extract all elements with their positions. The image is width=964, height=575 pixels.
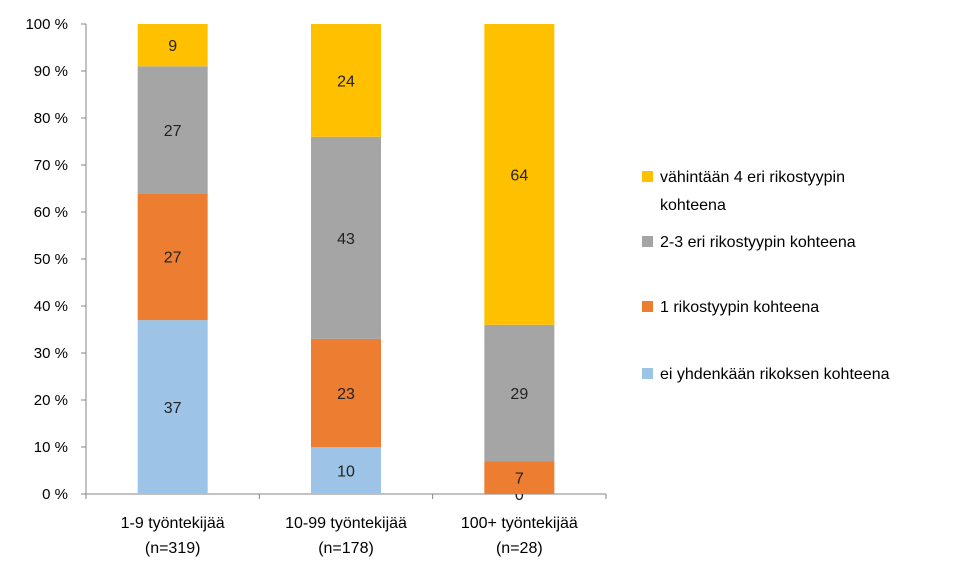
- legend-swatch: [642, 301, 653, 312]
- data-label: 29: [510, 386, 528, 403]
- x-category-label: 10-99 työntekijää: [285, 515, 407, 532]
- legend-swatch: [642, 368, 653, 379]
- bar-segment: [311, 24, 381, 137]
- x-category-label: (n=319): [145, 540, 201, 557]
- bar-segment: [137, 24, 208, 67]
- y-tick-label: 10 %: [34, 439, 68, 456]
- y-tick-label: 50 %: [34, 251, 68, 268]
- bar-segment: [484, 461, 555, 494]
- data-label: 24: [337, 73, 355, 90]
- bar-segment: [311, 136, 381, 339]
- x-category-label: 1-9 työntekijää: [121, 515, 225, 532]
- legend-swatch: [642, 236, 653, 247]
- axes: 0 % 10 % 20 % 30 % 40 % 50 % 60 % 70 % 80 % 90 % 1…: [25, 16, 607, 557]
- y-tick-label: 100 %: [25, 16, 68, 33]
- y-tick-label: 30 %: [34, 345, 68, 362]
- legend-label: vähintään 4 eri rikostyypin: [660, 169, 845, 186]
- bar-segment: [137, 193, 208, 321]
- data-label: 43: [337, 231, 355, 248]
- data-label: 0: [515, 487, 524, 504]
- data-label: 9: [168, 38, 177, 55]
- data-label: 37: [164, 400, 182, 417]
- y-tick-label: 0 %: [42, 486, 68, 503]
- bar-segment: [484, 324, 555, 462]
- legend-swatch: [642, 171, 653, 182]
- legend-label: ei yhdenkään rikoksen kohteena: [660, 366, 890, 383]
- data-label: 7: [515, 471, 524, 488]
- bar-segment: [311, 338, 381, 447]
- x-category-label: (n=28): [496, 540, 543, 557]
- y-tick-label: 40 %: [34, 298, 68, 315]
- bar-segment: [137, 320, 208, 494]
- legend-label: 1 rikostyypin kohteena: [660, 299, 819, 316]
- bar-segment: [311, 447, 381, 494]
- legend-label: kohteena: [660, 197, 726, 214]
- data-label: 10: [337, 464, 355, 481]
- data-label: 27: [164, 123, 182, 140]
- legend: vähintään 4 eri rikostyypin kohteena 2-3 e…: [642, 169, 890, 383]
- y-tick-label: 70 %: [34, 157, 68, 174]
- y-tick-label: 60 %: [34, 204, 68, 221]
- data-label: 27: [164, 250, 182, 267]
- bars: 37 27 27 9 10 23 43 24 07 29 64: [137, 24, 555, 504]
- data-label: 64: [510, 167, 528, 184]
- data-label: 23: [337, 386, 355, 403]
- y-tick-label: 90 %: [34, 63, 68, 80]
- legend-label: 2-3 eri rikostyypin kohteena: [660, 234, 856, 251]
- y-tick-label: 80 %: [34, 110, 68, 127]
- bar-segment: [137, 66, 208, 194]
- x-category-label: (n=178): [318, 540, 374, 557]
- x-category-label: 100+ työntekijää: [461, 515, 578, 532]
- y-tick-label: 20 %: [34, 392, 68, 409]
- bar-segment: [484, 24, 555, 325]
